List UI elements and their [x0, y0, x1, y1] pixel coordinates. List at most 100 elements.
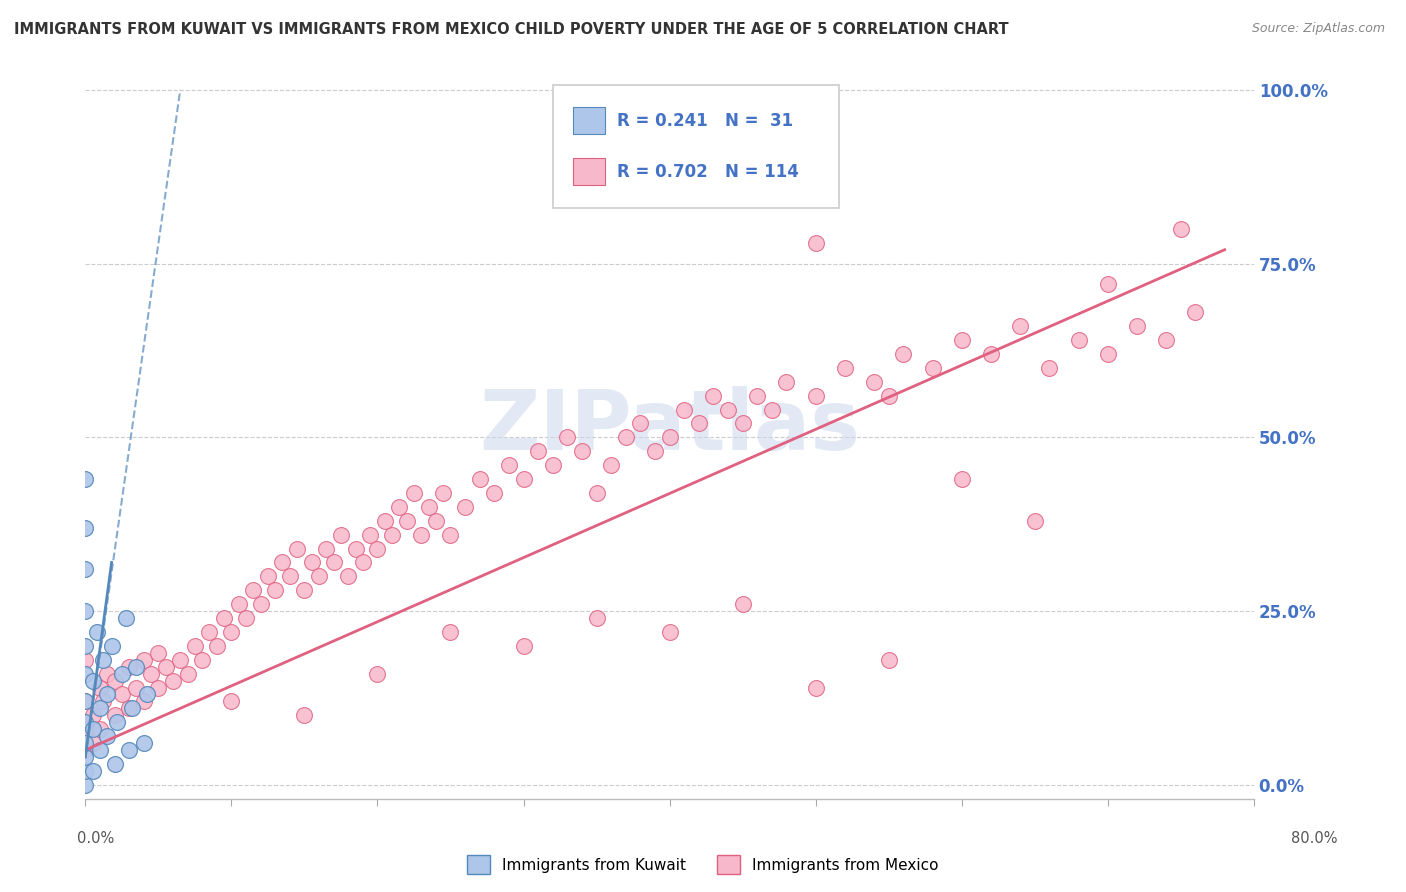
Point	[1067, 333, 1090, 347]
Point	[468, 472, 491, 486]
Point	[96, 688, 118, 702]
Point	[308, 569, 330, 583]
Point	[1154, 333, 1177, 347]
Point	[89, 681, 111, 695]
Bar	[572, 108, 606, 135]
Point	[804, 389, 827, 403]
Point	[352, 556, 374, 570]
Point	[337, 569, 360, 583]
Point	[804, 235, 827, 250]
Point	[374, 514, 396, 528]
Bar	[572, 158, 606, 185]
Point	[191, 653, 214, 667]
Point	[75, 666, 97, 681]
Point	[96, 666, 118, 681]
Point	[221, 694, 243, 708]
Point	[257, 569, 280, 583]
Point	[169, 653, 191, 667]
Point	[205, 639, 228, 653]
Point	[228, 597, 250, 611]
Point	[111, 688, 134, 702]
Point	[600, 458, 623, 472]
Point	[89, 722, 111, 736]
Point	[75, 722, 97, 736]
Point	[148, 646, 170, 660]
Point	[541, 458, 564, 472]
Point	[557, 430, 579, 444]
Point	[75, 472, 97, 486]
Point	[111, 666, 134, 681]
Point	[359, 527, 381, 541]
Point	[717, 402, 740, 417]
Point	[184, 639, 207, 653]
Point	[411, 527, 433, 541]
Point	[1038, 360, 1060, 375]
Point	[249, 597, 271, 611]
Point	[132, 694, 155, 708]
Text: 0.0%: 0.0%	[77, 831, 114, 846]
Point	[301, 556, 323, 570]
Point	[366, 666, 388, 681]
Point	[418, 500, 440, 514]
Point	[688, 417, 710, 431]
Point	[877, 389, 900, 403]
Point	[512, 639, 534, 653]
Point	[285, 541, 308, 556]
Point	[731, 417, 754, 431]
Point	[294, 708, 316, 723]
Point	[512, 472, 534, 486]
Point	[1126, 319, 1149, 334]
Point	[75, 694, 97, 708]
Point	[388, 500, 411, 514]
Point	[118, 659, 141, 673]
Point	[96, 729, 118, 743]
Point	[614, 430, 637, 444]
Point	[82, 722, 104, 736]
Point	[162, 673, 184, 688]
Point	[585, 611, 607, 625]
Point	[1010, 319, 1032, 334]
Point	[344, 541, 367, 556]
Point	[118, 743, 141, 757]
Point	[125, 681, 148, 695]
Point	[294, 583, 316, 598]
Point	[673, 402, 696, 417]
Point	[1170, 222, 1192, 236]
Point	[118, 701, 141, 715]
Point	[658, 624, 681, 639]
Point	[761, 402, 783, 417]
Point	[82, 736, 104, 750]
Point	[1097, 347, 1119, 361]
Point	[644, 444, 666, 458]
Point	[425, 514, 447, 528]
Text: IMMIGRANTS FROM KUWAIT VS IMMIGRANTS FROM MEXICO CHILD POVERTY UNDER THE AGE OF : IMMIGRANTS FROM KUWAIT VS IMMIGRANTS FRO…	[14, 22, 1008, 37]
Point	[86, 624, 108, 639]
Point	[658, 430, 681, 444]
Point	[115, 611, 138, 625]
Point	[75, 778, 97, 792]
Point	[702, 389, 724, 403]
Point	[82, 764, 104, 778]
Point	[89, 701, 111, 715]
Point	[148, 681, 170, 695]
Point	[585, 486, 607, 500]
Point	[91, 694, 114, 708]
Text: R = 0.241   N =  31: R = 0.241 N = 31	[617, 112, 793, 130]
Point	[75, 715, 97, 730]
Point	[1184, 305, 1206, 319]
Point	[155, 659, 177, 673]
Point	[75, 736, 97, 750]
Text: 80.0%: 80.0%	[1291, 831, 1339, 846]
Point	[75, 743, 97, 757]
Point	[132, 736, 155, 750]
Point	[103, 673, 125, 688]
Point	[950, 333, 973, 347]
Point	[278, 569, 301, 583]
Point	[980, 347, 1002, 361]
Point	[315, 541, 337, 556]
Point	[82, 708, 104, 723]
Point	[498, 458, 520, 472]
Point	[439, 624, 461, 639]
Point	[454, 500, 477, 514]
Point	[950, 472, 973, 486]
